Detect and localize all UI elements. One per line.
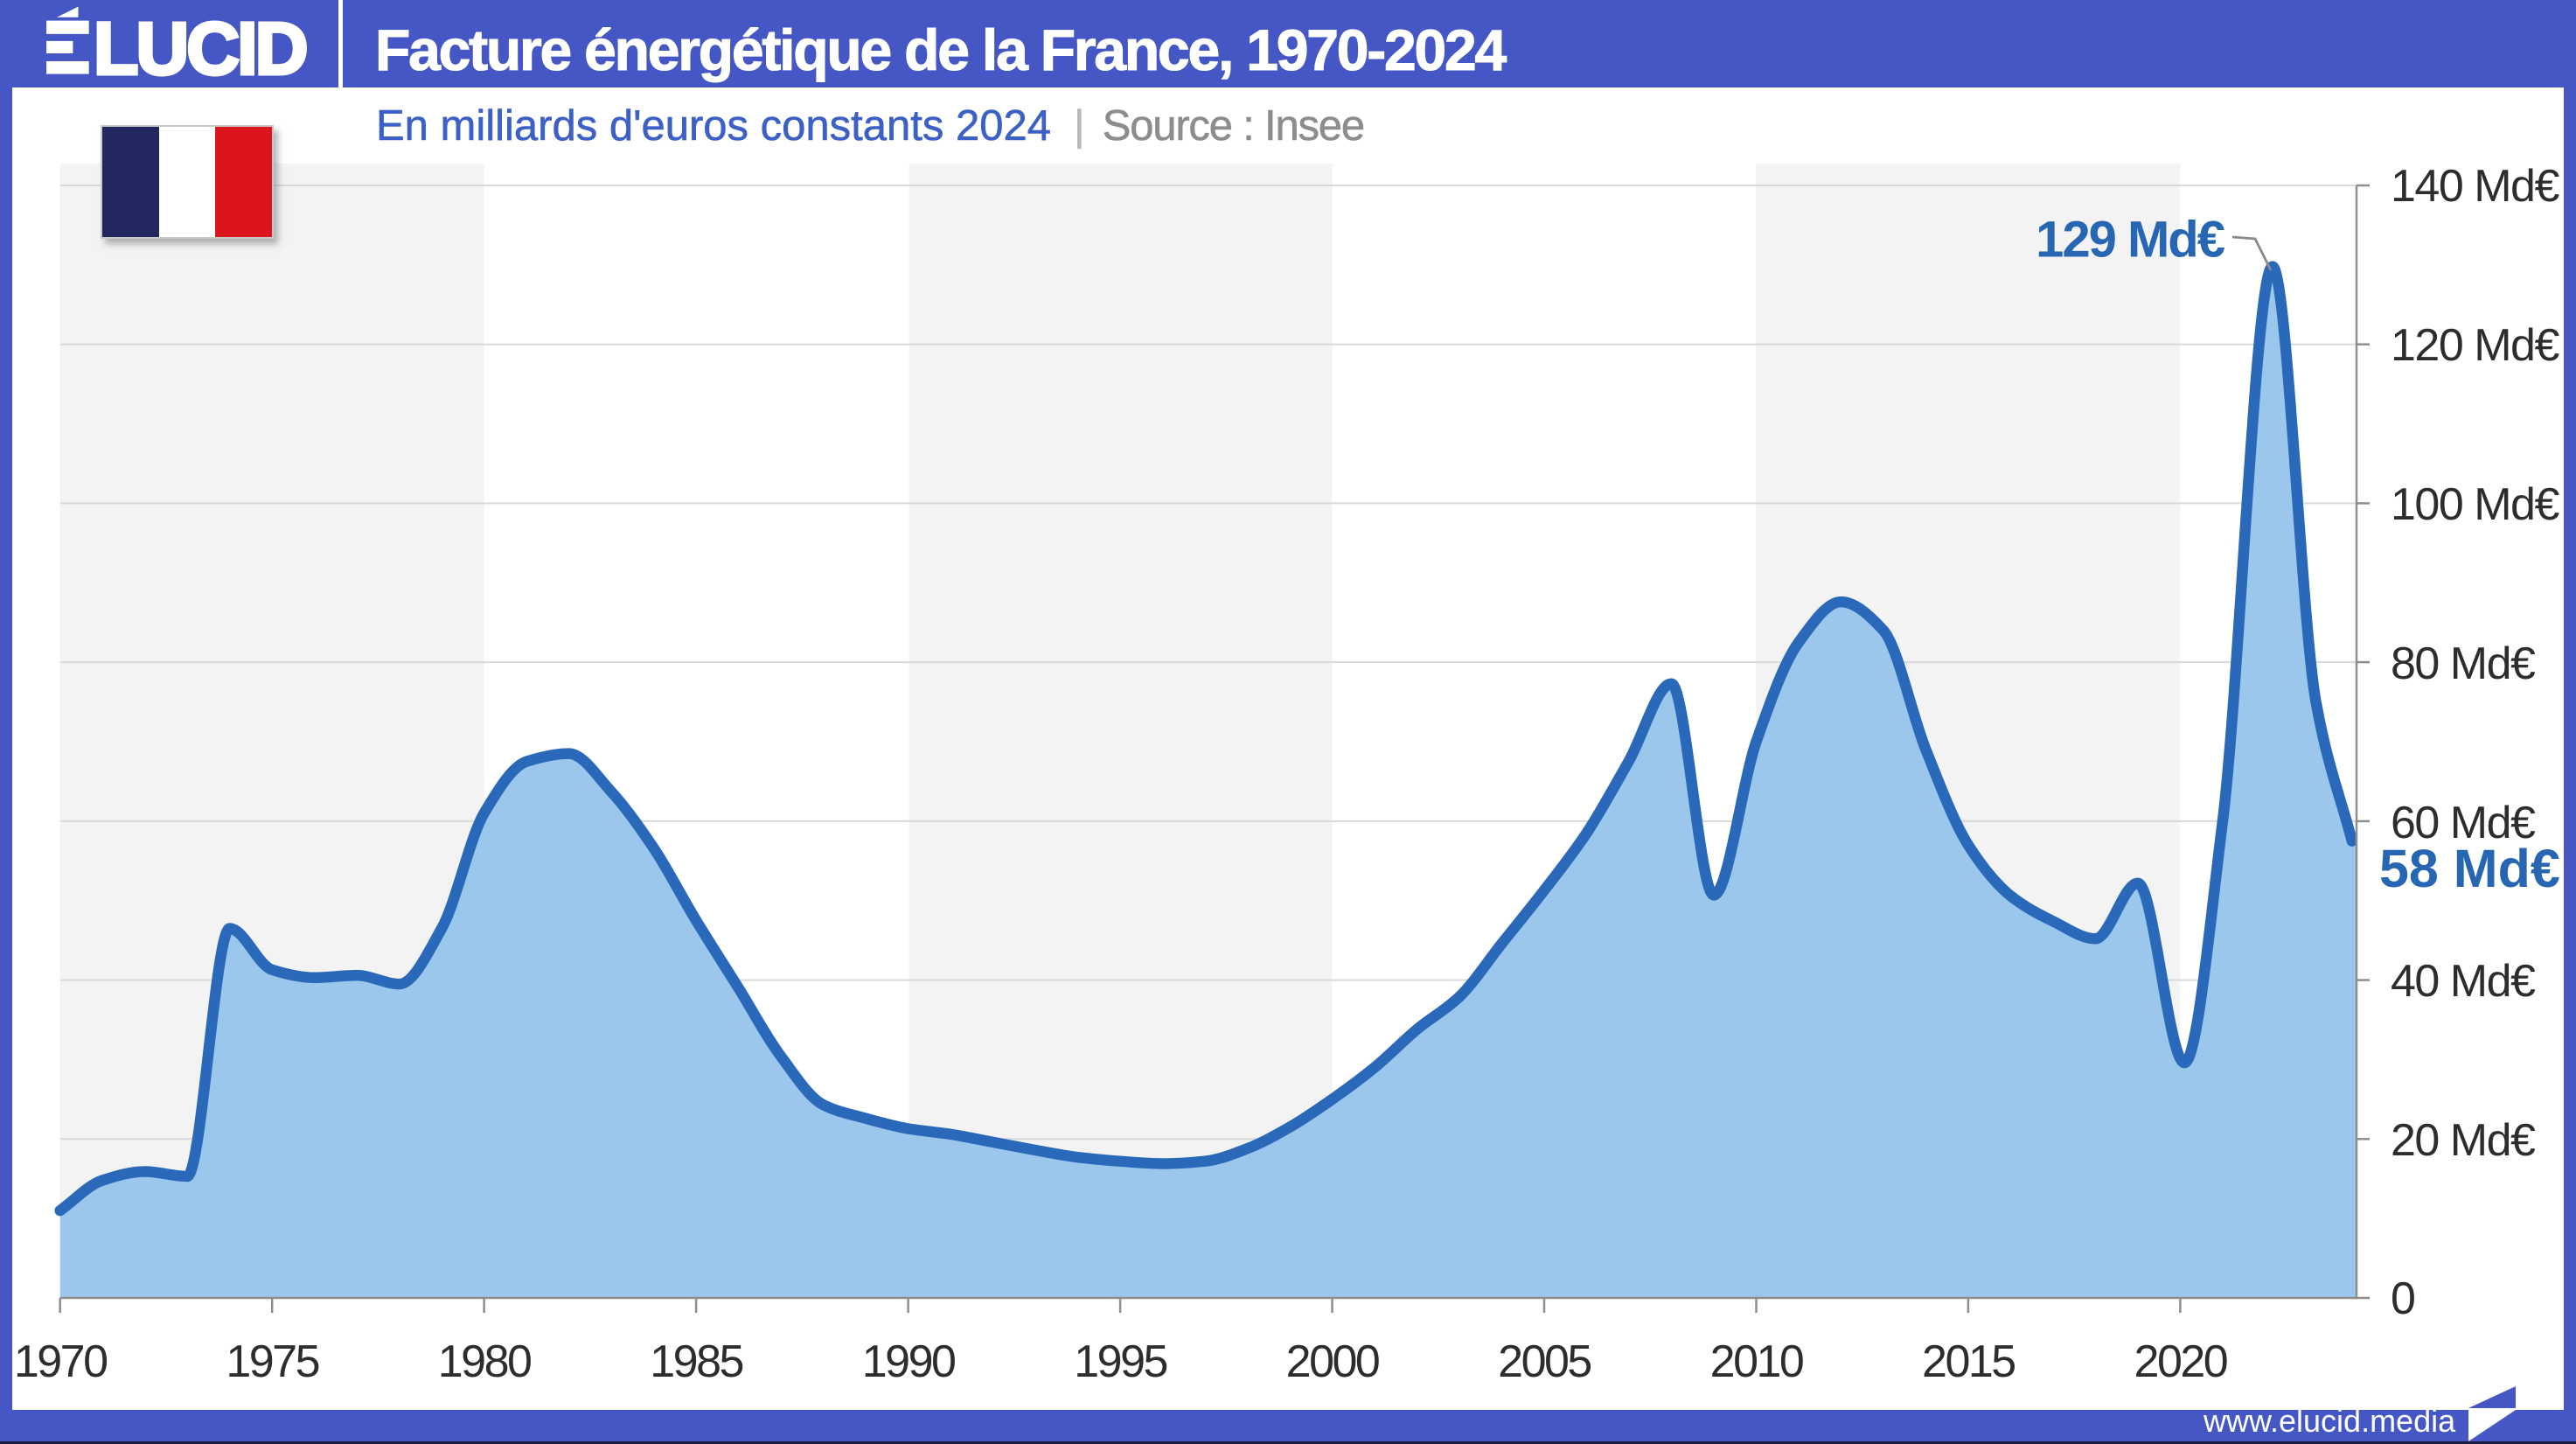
- svg-text:LUCID: LUCID: [94, 8, 306, 87]
